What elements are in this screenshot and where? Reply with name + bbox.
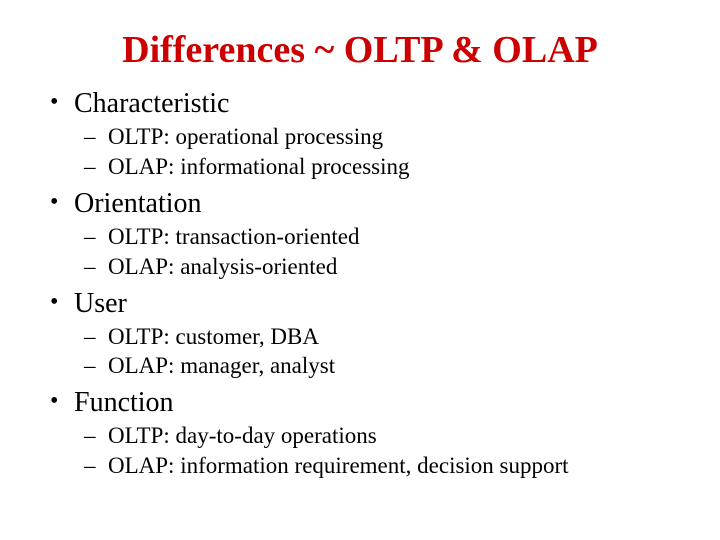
- section-sublist: OLTP: day-to-day operations OLAP: inform…: [50, 421, 684, 481]
- sub-item: OLAP: manager, analyst: [84, 351, 684, 381]
- section-heading: Orientation: [50, 188, 684, 220]
- slide-title: Differences ~ OLTP & OLAP: [36, 28, 684, 72]
- sub-item: OLAP: analysis-oriented: [84, 252, 684, 282]
- section-heading: User: [50, 288, 684, 320]
- section-heading-text: Characteristic: [74, 88, 229, 119]
- sub-item: OLTP: transaction-oriented: [84, 222, 684, 252]
- section-sublist: OLTP: transaction-oriented OLAP: analysi…: [50, 222, 684, 282]
- section-sublist: OLTP: customer, DBA OLAP: manager, analy…: [50, 322, 684, 382]
- section-heading-text: Orientation: [74, 188, 202, 219]
- section-heading: Function: [50, 387, 684, 419]
- sub-item: OLTP: customer, DBA: [84, 322, 684, 352]
- section-heading: Characteristic: [50, 88, 684, 120]
- sub-item: OLAP: informational processing: [84, 152, 684, 182]
- section-sublist: OLTP: operational processing OLAP: infor…: [50, 122, 684, 182]
- sub-item: OLTP: operational processing: [84, 122, 684, 152]
- sub-item: OLAP: information requirement, decision …: [84, 451, 684, 481]
- section-heading-text: Function: [74, 387, 174, 418]
- content-list: Characteristic OLTP: operational process…: [36, 88, 684, 481]
- section-heading-text: User: [74, 288, 127, 319]
- sub-item: OLTP: day-to-day operations: [84, 421, 684, 451]
